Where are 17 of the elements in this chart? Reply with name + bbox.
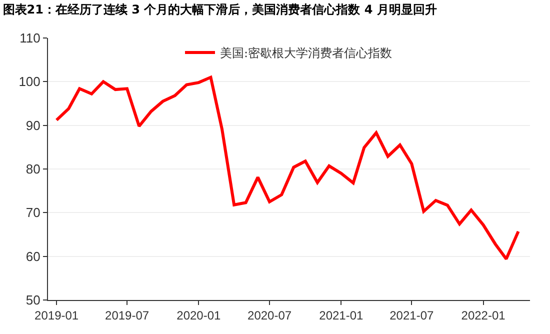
legend-label: 美国:密歇根大学消费者信心指数 xyxy=(220,46,392,60)
x-tick-label: 2021-07 xyxy=(390,308,434,322)
x-tick-label: 2021-01 xyxy=(319,308,364,322)
line-series xyxy=(55,76,520,260)
y-tick-label: 50 xyxy=(26,292,40,308)
x-tick-label: 2020-07 xyxy=(248,308,292,322)
y-tick-label: 90 xyxy=(26,118,40,133)
y-tick-label: 80 xyxy=(26,162,40,177)
x-tick-label: 2019-01 xyxy=(34,308,79,322)
y-tick-label: 100 xyxy=(18,74,40,90)
x-tick-label: 2019-07 xyxy=(105,308,150,322)
y-tick-label: 70 xyxy=(26,205,40,220)
y-tick-label: 110 xyxy=(20,30,40,46)
x-tick-label: 2020-01 xyxy=(176,308,222,322)
x-tick-label: 2022-01 xyxy=(461,308,506,322)
y-tick-label: 60 xyxy=(26,248,40,264)
chart-title: 图表21：在经历了连续 3 个月的大幅下滑后，美国消费者信心指数 4 月明显回升 xyxy=(2,2,437,16)
